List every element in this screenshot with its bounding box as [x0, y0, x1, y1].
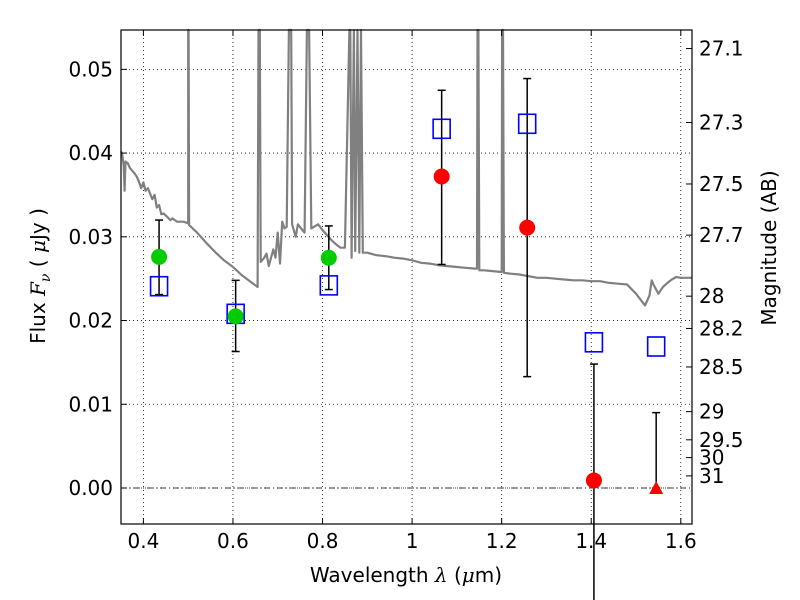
x-axis-label: Wavelength λ (μm): [310, 563, 502, 587]
data-markers: [149, 113, 666, 494]
red-data-point: [585, 472, 602, 489]
magnitude-axis-label: Magnitude (AB): [757, 170, 781, 325]
magnitude-tick-label: 27.3: [699, 110, 744, 134]
plot-frame: [120, 29, 693, 525]
x-tick-label: 1: [406, 529, 419, 553]
magnitude-tick-label: 29.5: [699, 428, 744, 452]
axes-box: [120, 29, 693, 525]
x-axis-ticks: 0.4 0.6 0.8 1 1.2 1.4 1.6: [127, 30, 697, 553]
magnitude-tick-label: 29: [699, 400, 724, 424]
model-photometry-square: [517, 113, 537, 135]
magnitude-tick-label: 27.5: [699, 172, 744, 196]
green-data-point: [151, 248, 168, 265]
magnitude-tick-label: 31: [699, 464, 724, 488]
green-data-point: [227, 308, 244, 325]
x-tick-label: 1.6: [665, 529, 697, 553]
x-tick-label: 0.4: [127, 529, 159, 553]
error-bars: [155, 77, 661, 600]
model-photometry-square: [432, 118, 451, 140]
grid-lines: [121, 30, 692, 524]
magnitude-tick-label: 30: [699, 446, 724, 470]
magnitude-tick-label: 28: [699, 284, 724, 308]
red-data-point: [433, 168, 450, 185]
magnitude-tick-label: 27.7: [699, 223, 744, 247]
y-tick-label: 0.05: [68, 57, 113, 81]
y-axis-label: Flux Fν ( μJy ): [26, 208, 54, 344]
x-tick-label: 0.8: [307, 529, 339, 553]
model-sed-line: [119, 28, 692, 307]
x-tick-label: 1.2: [486, 529, 518, 553]
y-tick-label: 0.03: [68, 225, 113, 249]
x-tick-label: 0.6: [217, 529, 249, 553]
y-tick-label: 0.01: [68, 392, 113, 416]
y-axis-ticks: 0.00 0.01 0.02 0.03 0.04 0.05: [68, 57, 127, 500]
y-tick-label: 0.04: [68, 141, 113, 165]
magnitude-tick-label: 27.1: [699, 37, 744, 61]
y-tick-label: 0.00: [68, 476, 113, 500]
model-photometry-square: [149, 275, 169, 297]
y-tick-label: 0.02: [68, 309, 113, 333]
red-data-point: [519, 219, 536, 236]
magnitude-tick-label: 28.2: [699, 316, 744, 340]
red-upper-limit-triangle: [649, 480, 664, 494]
x-tick-label: 1.4: [575, 529, 607, 553]
model-spectrum: [119, 28, 692, 307]
magnitude-tick-label: 28.5: [699, 355, 744, 379]
model-photometry-square: [584, 332, 604, 353]
green-data-point: [320, 249, 337, 266]
model-photometry-square: [319, 275, 339, 296]
model-photometry-square: [646, 336, 666, 357]
